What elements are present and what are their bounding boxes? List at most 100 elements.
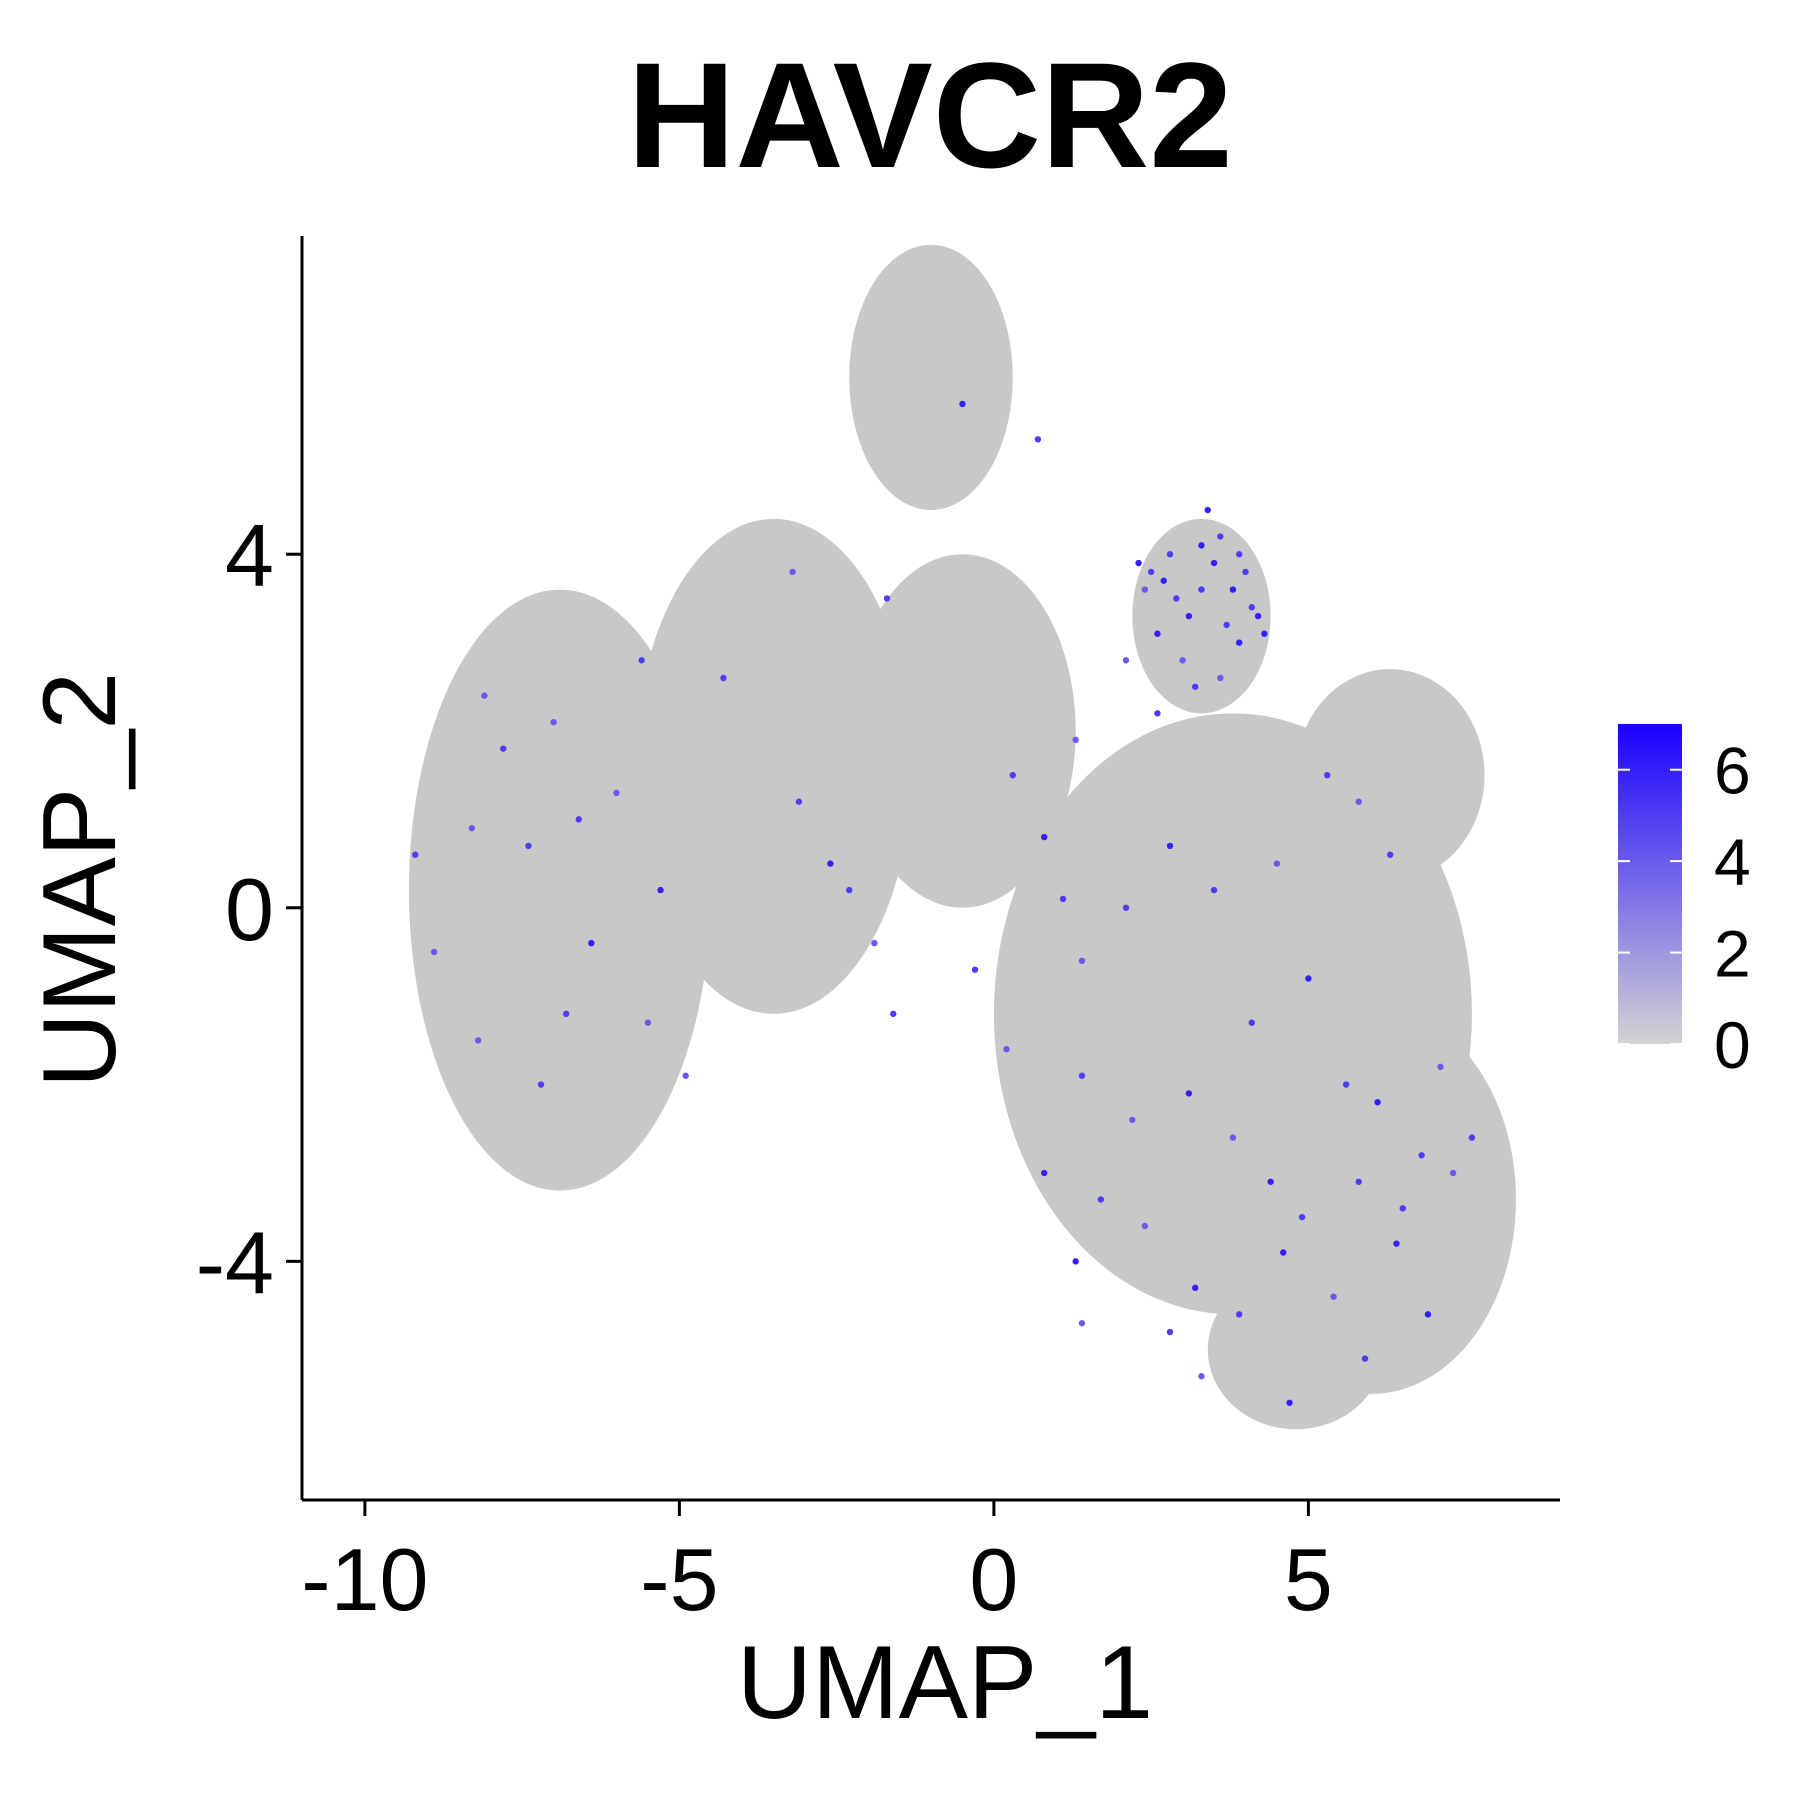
expressing-cell-27 [720, 674, 727, 682]
expressing-cell-84 [1399, 1205, 1406, 1212]
expressing-cell-88 [1003, 1046, 1010, 1053]
expressing-cell-67 [1280, 1249, 1287, 1256]
expressing-cell-52 [1273, 860, 1281, 867]
expressing-cell-21 [1198, 542, 1205, 549]
expressing-cell-5 [1173, 595, 1180, 602]
expressing-cell-12 [1261, 630, 1268, 637]
expressing-cell-46 [1041, 833, 1048, 841]
y-axis-label: UMAP_2 [22, 671, 138, 1089]
expressing-cell-97 [890, 1010, 897, 1018]
expressing-cell-1 [1217, 533, 1224, 540]
expressing-cell-71 [1393, 1240, 1400, 1247]
cell-cloud-region-5 [1295, 669, 1485, 882]
expressing-cell-13 [1179, 657, 1186, 664]
expressing-cell-39 [537, 1081, 545, 1088]
expressing-cell-79 [1166, 1328, 1174, 1336]
expressing-cell-9 [1223, 621, 1230, 629]
expressing-cell-48 [1078, 957, 1086, 965]
expressing-cell-59 [1129, 1116, 1136, 1124]
expressing-cell-63 [1072, 1258, 1079, 1265]
expressing-cell-78 [1198, 1373, 1205, 1380]
expressing-cell-32 [468, 825, 476, 832]
expressing-cell-17 [1166, 551, 1174, 558]
expressing-cell-91 [1154, 710, 1161, 717]
expressing-cell-49 [1122, 904, 1130, 911]
expressing-cell-31 [575, 816, 582, 823]
expressing-cell-66 [1236, 1311, 1243, 1318]
expressing-cell-11 [1248, 604, 1255, 611]
colorbar-label-3: 6 [1714, 734, 1751, 808]
expressing-cell-23 [1254, 612, 1262, 620]
x-tick-label-1: -5 [640, 1530, 718, 1629]
expressing-cell-20 [1141, 586, 1149, 593]
expressing-cell-92 [789, 568, 796, 576]
expressing-cell-18 [1229, 586, 1237, 593]
expressing-cell-47 [1059, 895, 1067, 903]
expressing-cell-76 [1361, 1355, 1369, 1362]
expressing-cell-68 [1298, 1213, 1306, 1221]
expressing-cell-24 [1122, 657, 1130, 664]
x-tick-label-0: -10 [301, 1530, 428, 1629]
expressing-cell-61 [1041, 1169, 1048, 1177]
expressing-cell-90 [1072, 736, 1079, 744]
expressing-cell-60 [1078, 1072, 1086, 1079]
y-tick-label-1: 0 [225, 860, 274, 959]
expressing-cell-43 [871, 939, 878, 947]
expressing-cell-96 [682, 1072, 689, 1079]
expressing-cell-6 [1185, 612, 1193, 620]
expressing-cell-70 [1355, 1178, 1362, 1185]
expressing-cell-94 [430, 948, 438, 956]
expressing-cell-64 [1141, 1222, 1149, 1230]
expressing-cell-62 [1097, 1196, 1105, 1203]
expressing-cell-56 [1305, 975, 1312, 982]
expressing-cell-86 [1267, 1178, 1274, 1185]
expressing-cell-36 [562, 1010, 570, 1018]
expressing-cell-55 [1386, 851, 1394, 858]
expressing-cell-83 [1437, 1063, 1444, 1071]
expressing-cell-75 [1424, 1311, 1432, 1318]
expressing-cell-10 [1236, 639, 1243, 646]
cell-cloud-region-3 [849, 554, 1076, 908]
colorbar-label-2: 4 [1714, 825, 1751, 899]
expressing-cell-74 [1468, 1134, 1476, 1141]
expressing-cell-81 [1374, 1099, 1381, 1106]
cell-cloud-region-2 [849, 244, 1013, 511]
colorbar-label-1: 2 [1714, 917, 1751, 991]
expressing-cell-45 [1009, 771, 1016, 779]
cell-cloud-region-1 [635, 518, 913, 1014]
expressing-cell-25 [959, 400, 966, 408]
expressing-cell-22 [1236, 551, 1243, 558]
colorbar [1618, 724, 1682, 1044]
expressing-cell-37 [588, 939, 595, 947]
expressing-cell-65 [1191, 1284, 1199, 1292]
expressing-cell-26 [1034, 436, 1042, 443]
expressing-cell-73 [1449, 1169, 1457, 1177]
expressing-cell-87 [971, 966, 979, 973]
expressing-cell-72 [1418, 1152, 1425, 1159]
expressing-cell-40 [644, 1019, 652, 1026]
expressing-cell-29 [500, 745, 507, 752]
expressing-cell-42 [827, 860, 834, 867]
cell-cloud-region-8 [1207, 1270, 1384, 1430]
expressing-cell-53 [1324, 771, 1331, 779]
expressing-cell-54 [1355, 798, 1362, 805]
expressing-cell-69 [1330, 1293, 1337, 1300]
expressing-cell-8 [1210, 559, 1218, 567]
expressing-cell-93 [638, 657, 645, 664]
expressing-cell-19 [1242, 568, 1249, 576]
expressing-cell-82 [1342, 1081, 1350, 1088]
colorbar-label-0: 0 [1714, 1008, 1751, 1082]
expressing-cell-35 [613, 789, 620, 797]
expressing-cell-41 [795, 798, 803, 805]
y-tick-label-2: -4 [196, 1213, 274, 1312]
cell-cloud-region-0 [408, 589, 711, 1191]
expressing-cell-15 [1217, 674, 1224, 682]
expressing-cell-80 [1078, 1320, 1086, 1327]
expressing-cell-2 [1135, 559, 1142, 567]
expressing-cell-85 [1229, 1134, 1237, 1141]
expressing-cell-77 [1286, 1399, 1293, 1406]
y-tick-label-0: 4 [225, 506, 274, 605]
expressing-cell-38 [474, 1037, 482, 1044]
cell-cloud-region-7 [1132, 518, 1271, 714]
x-axis-label: UMAP_1 [736, 1625, 1154, 1741]
